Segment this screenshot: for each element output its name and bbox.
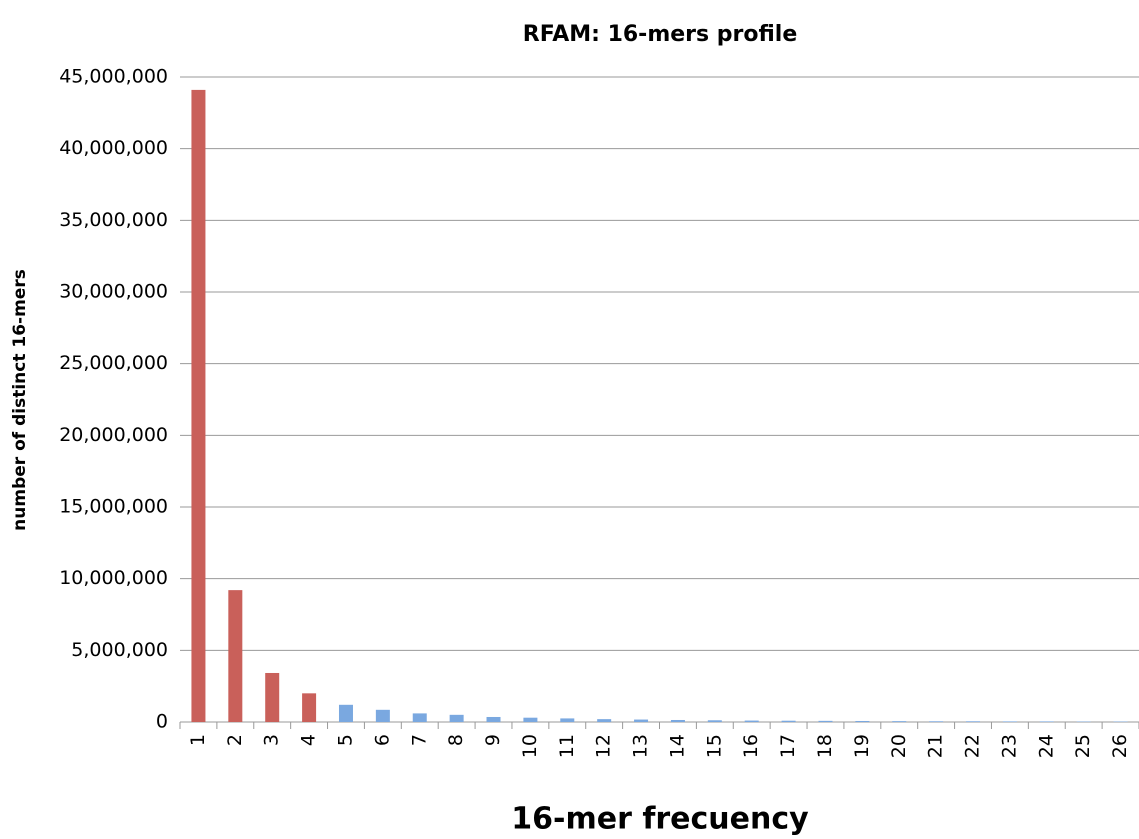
bar — [634, 719, 649, 722]
x-tick-label: 15 — [703, 734, 725, 758]
bar — [1002, 721, 1017, 722]
x-tick-label: 21 — [925, 734, 947, 758]
bar — [855, 720, 870, 722]
y-axis-title: number of distinct 16-mers — [10, 269, 30, 531]
x-tick-label: 9 — [482, 734, 504, 746]
x-tick-label: 2 — [224, 734, 246, 746]
bar — [228, 590, 243, 722]
bar — [375, 709, 390, 722]
bar — [449, 714, 464, 722]
x-tick-label: 25 — [1072, 734, 1094, 758]
x-tick-label: 3 — [261, 734, 283, 746]
bar — [670, 719, 685, 722]
y-tick-label: 20,000,000 — [59, 424, 168, 446]
bar — [707, 720, 722, 722]
y-tick-label: 30,000,000 — [59, 281, 168, 303]
y-tick-label: 0 — [156, 711, 168, 733]
x-tick-label: 24 — [1035, 734, 1057, 758]
x-tick-label: 5 — [334, 734, 356, 746]
x-tick-label: 26 — [1109, 734, 1131, 758]
x-tick-label: 1 — [187, 734, 209, 746]
x-tick-label: 11 — [556, 734, 578, 758]
bar — [781, 720, 796, 722]
x-tick-label: 12 — [593, 734, 615, 758]
x-tick-label: 22 — [962, 734, 984, 758]
bar — [597, 719, 612, 722]
bar — [560, 718, 575, 722]
bar — [486, 716, 501, 722]
bar — [966, 721, 981, 722]
x-tick-label: 13 — [630, 734, 652, 758]
x-tick-label: 23 — [998, 734, 1020, 758]
bar — [1039, 721, 1054, 722]
bar — [302, 693, 317, 722]
y-tick-label: 45,000,000 — [59, 66, 168, 88]
x-tick-label: 17 — [777, 734, 799, 758]
bar — [892, 721, 907, 722]
bar — [818, 720, 833, 722]
x-tick-label: 7 — [408, 734, 430, 746]
x-tick-label: 20 — [888, 734, 910, 758]
x-tick-label: 8 — [445, 734, 467, 746]
bar — [929, 721, 944, 722]
y-tick-label: 10,000,000 — [59, 567, 168, 589]
x-tick-label: 4 — [298, 734, 320, 746]
y-tick-label: 5,000,000 — [71, 639, 168, 661]
y-tick-label: 40,000,000 — [59, 137, 168, 159]
x-tick-label: 10 — [519, 734, 541, 758]
x-tick-label: 19 — [851, 734, 873, 758]
x-tick-label: 6 — [371, 734, 393, 746]
bar — [744, 720, 759, 722]
chart-title: RFAM: 16-mers profile — [523, 22, 798, 47]
y-tick-label: 25,000,000 — [59, 352, 168, 374]
x-tick-label: 18 — [814, 734, 836, 758]
x-axis-title: 16-mer frecuency — [511, 802, 809, 837]
bar — [338, 704, 353, 722]
y-tick-label: 35,000,000 — [59, 209, 168, 231]
bar — [523, 717, 538, 722]
bar — [265, 672, 280, 722]
bar — [412, 713, 427, 722]
bar — [191, 89, 206, 722]
x-tick-label: 14 — [666, 734, 688, 758]
x-tick-label: 16 — [740, 734, 762, 758]
y-tick-label: 15,000,000 — [59, 496, 168, 518]
